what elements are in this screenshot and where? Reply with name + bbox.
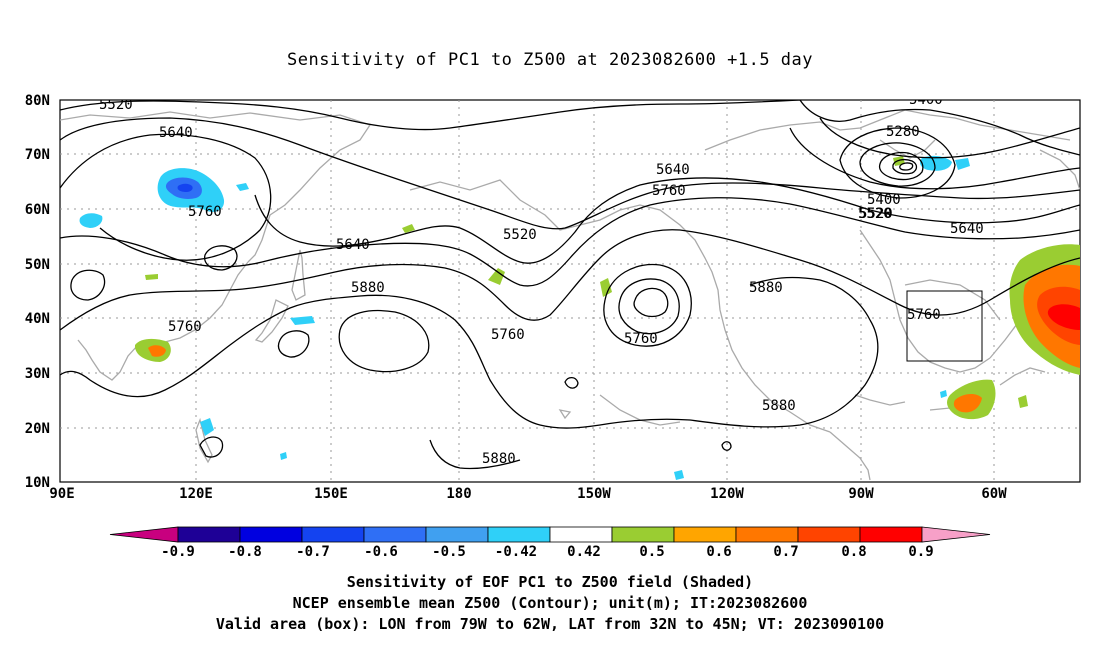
colorbar-tick-label: 0.9 bbox=[908, 544, 933, 560]
colorbar-tick-label: -0.8 bbox=[228, 544, 262, 560]
contour-label: 5760 bbox=[907, 307, 941, 323]
lat-tick-label: 10N bbox=[25, 475, 50, 491]
lat-tick-labels: 80N 70N 60N 50N 40N 30N 20N 10N bbox=[25, 93, 50, 491]
colorbar-tick-label: -0.6 bbox=[364, 544, 398, 560]
colorbar-tick-label: 0.8 bbox=[841, 544, 866, 560]
lon-tick-label: 150W bbox=[577, 486, 611, 502]
coastlines bbox=[60, 109, 1080, 481]
shade-orange-caribbean bbox=[953, 394, 982, 413]
caption-shaded: Sensitivity of EOF PC1 to Z500 field (Sh… bbox=[346, 573, 754, 591]
contour-label: 5760 bbox=[188, 204, 222, 220]
shade-brightred-atlantic bbox=[1047, 304, 1080, 330]
lon-tick-label: 60W bbox=[981, 486, 1007, 502]
contour-label: 5640 bbox=[159, 125, 193, 141]
shade-green-small3 bbox=[488, 268, 505, 285]
captions: Sensitivity of EOF PC1 to Z500 field (Sh… bbox=[0, 572, 1100, 635]
shade-darkblue-siberia bbox=[177, 183, 193, 192]
lat-tick-label: 70N bbox=[25, 147, 50, 163]
lat-tick-label: 80N bbox=[25, 93, 50, 109]
shade-green-small1 bbox=[145, 274, 158, 280]
contour-label: 5520 bbox=[503, 227, 537, 243]
lon-tick-label: 120W bbox=[710, 486, 744, 502]
shade-cyan-greenland bbox=[920, 155, 952, 171]
shade-cyan-west bbox=[79, 213, 103, 228]
contour-label: 5880 bbox=[762, 398, 796, 414]
caption-contour: NCEP ensemble mean Z500 (Contour); unit(… bbox=[292, 594, 808, 612]
shade-green-small2 bbox=[402, 224, 415, 233]
colorbar-tick-label: -0.7 bbox=[296, 544, 330, 560]
lat-tick-label: 30N bbox=[25, 366, 50, 382]
colorbar-tick-label: 0.7 bbox=[773, 544, 798, 560]
colorbar-tick-label: 0.6 bbox=[706, 544, 731, 560]
lat-tick-label: 40N bbox=[25, 311, 50, 327]
colorbar-tick-label: -0.42 bbox=[495, 544, 537, 560]
colorbar bbox=[109, 526, 991, 543]
contour-label: 5400 bbox=[867, 192, 901, 208]
lat-tick-label: 60N bbox=[25, 202, 50, 218]
map-title: Sensitivity of PC1 to Z500 at 2023082600… bbox=[286, 50, 813, 70]
shade-green-small4 bbox=[600, 278, 612, 297]
colorbar-end-high bbox=[921, 526, 991, 543]
caption-valid-area: Valid area (box): LON from 79W to 62W, L… bbox=[215, 615, 885, 633]
lon-tick-label: 90W bbox=[848, 486, 874, 502]
contour-label: 5880 bbox=[351, 280, 385, 296]
shade-cyan-small4 bbox=[940, 390, 947, 398]
gridlines bbox=[60, 100, 1080, 482]
shade-cyan-small6 bbox=[280, 452, 287, 460]
shade-cyan-small5 bbox=[674, 470, 684, 480]
colorbar-swatch bbox=[363, 526, 427, 543]
colorbar-tick-label: -0.9 bbox=[161, 544, 195, 560]
colorbar-tick-label: 0.42 bbox=[567, 544, 601, 560]
contour-label: 5640 bbox=[656, 162, 690, 178]
colorbar-swatch bbox=[797, 526, 861, 543]
lon-tick-label: 90E bbox=[49, 486, 74, 502]
valid-area-box bbox=[906, 290, 983, 362]
colorbar-swatch bbox=[735, 526, 799, 543]
colorbar-tick-label: -0.5 bbox=[432, 544, 466, 560]
lon-tick-label: 150E bbox=[314, 486, 348, 502]
contour-label: 5520 bbox=[99, 97, 133, 113]
colorbar-end-low bbox=[109, 526, 179, 543]
contour-label: 5760 bbox=[624, 331, 658, 347]
contour-label: 5760 bbox=[491, 327, 525, 343]
shade-orange-philippine bbox=[148, 345, 166, 357]
contour-label: 5520 bbox=[859, 206, 893, 222]
contour-label: 5880 bbox=[482, 451, 516, 467]
shade-cyan-small3 bbox=[200, 418, 214, 436]
contour-labels: 5520 5640 5760 5640 5520 5760 5880 5760 … bbox=[99, 92, 984, 467]
contour-label: 5280 bbox=[886, 124, 920, 140]
contour-label: 5640 bbox=[336, 237, 370, 253]
colorbar-swatch bbox=[425, 526, 489, 543]
colorbar-swatch bbox=[859, 526, 923, 543]
shade-cyan-small2 bbox=[290, 316, 315, 325]
z500-contours bbox=[60, 100, 1080, 470]
lat-tick-label: 20N bbox=[25, 421, 50, 437]
contour-label: 5640 bbox=[950, 221, 984, 237]
lon-tick-label: 180 bbox=[446, 486, 471, 502]
shade-cyan-small1 bbox=[236, 183, 249, 191]
colorbar-tick-label: 0.5 bbox=[639, 544, 664, 560]
colorbar-swatch bbox=[487, 526, 551, 543]
colorbar-swatch bbox=[239, 526, 303, 543]
contour-label: 5520 bbox=[858, 206, 892, 222]
shade-green-small5 bbox=[1018, 395, 1028, 408]
lon-tick-label: 120E bbox=[179, 486, 213, 502]
contour-label: 5760 bbox=[652, 183, 686, 199]
colorbar-swatch bbox=[177, 526, 241, 543]
colorbar-swatch bbox=[611, 526, 675, 543]
contour-label: 5400 bbox=[909, 92, 943, 108]
colorbar-tick-labels: -0.9 -0.8 -0.7 -0.6 -0.5 -0.42 0.42 0.5 … bbox=[161, 544, 934, 560]
shade-cyan-greenland2 bbox=[955, 158, 970, 170]
contour-label: 5760 bbox=[168, 319, 202, 335]
contour-label: 5880 bbox=[749, 280, 783, 296]
lon-tick-labels: 90E 120E 150E 180 150W 120W 90W 60W bbox=[49, 486, 1007, 502]
lat-tick-label: 50N bbox=[25, 257, 50, 273]
colorbar-swatch bbox=[549, 526, 613, 543]
colorbar-swatch bbox=[301, 526, 365, 543]
colorbar-swatch bbox=[673, 526, 737, 543]
sensitivity-shading bbox=[79, 155, 1080, 480]
